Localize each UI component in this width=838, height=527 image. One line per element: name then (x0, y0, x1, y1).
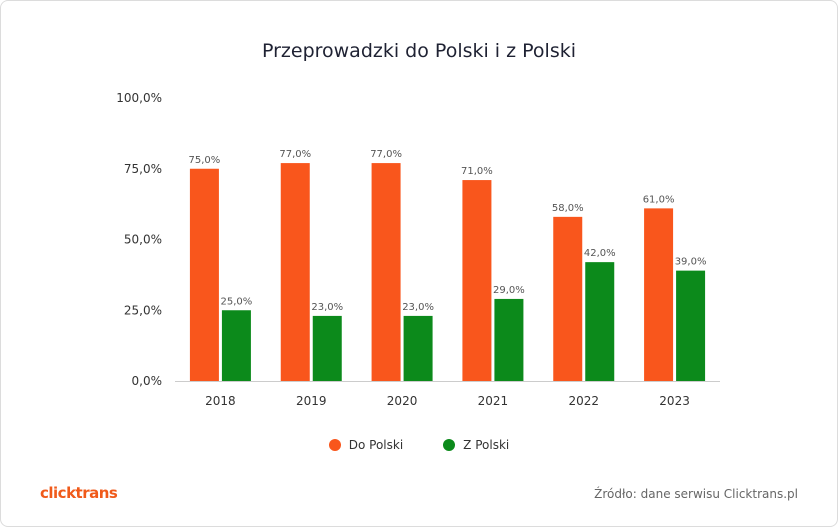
y-tick-label: 25,0% (124, 303, 162, 317)
data-label: 25,0% (221, 296, 253, 307)
bar-z-polski-2023 (676, 270, 706, 381)
legend-swatch-do-polski (328, 439, 341, 451)
bar-do-polski-2021 (462, 180, 492, 381)
bar-z-polski-2022 (585, 262, 615, 381)
bar-do-polski-2019 (280, 163, 310, 381)
x-tick-label: 2023 (659, 394, 690, 408)
data-label: 23,0% (311, 302, 343, 313)
x-tick-label: 2020 (387, 394, 418, 408)
data-label: 77,0% (370, 149, 402, 160)
x-axis: 2018 2019 2020 2021 2022 2023 (175, 381, 720, 408)
bar-z-polski-2018 (221, 310, 251, 381)
y-tick-label: 75,0% (124, 162, 162, 176)
legend-label-z-polski: Z Polski (463, 438, 510, 452)
bar-z-polski-2020 (403, 315, 433, 381)
bar-do-polski-2020 (371, 163, 401, 381)
x-tick-label: 2019 (296, 394, 327, 408)
y-tick-label: 50,0% (124, 233, 162, 247)
data-label: 23,0% (402, 302, 434, 313)
data-label: 42,0% (584, 248, 616, 259)
bar-z-polski-2019 (312, 315, 342, 381)
data-label: 71,0% (461, 166, 493, 177)
legend-label-do-polski: Do Polski (348, 438, 404, 452)
x-tick-label: 2018 (205, 394, 236, 408)
bar-do-polski-2022 (553, 216, 583, 381)
chart-title: Przeprowadzki do Polski i z Polski (261, 40, 577, 62)
bar-do-polski-2023 (644, 208, 674, 381)
y-tick-label: 100,0% (116, 91, 162, 105)
x-tick-label: 2021 (478, 394, 509, 408)
data-label: 29,0% (493, 285, 525, 296)
x-tick-label: 2022 (568, 394, 599, 408)
y-axis: 0,0% 25,0% 50,0% 75,0% 100,0% (116, 91, 162, 388)
data-label: 58,0% (552, 203, 584, 214)
legend-item-z-polski[interactable]: Z Polski (443, 438, 509, 452)
legend: Do Polski Z Polski (0, 438, 838, 452)
data-label: 75,0% (189, 155, 221, 166)
legend-swatch-z-polski (443, 439, 456, 451)
legend-item-do-polski[interactable]: Do Polski (328, 438, 404, 452)
data-label: 61,0% (643, 194, 675, 205)
source-note: Źródło: dane serwisu Clicktrans.pl (594, 487, 798, 501)
clicktrans-logo[interactable]: clicktrans (40, 484, 118, 502)
bar-do-polski-2018 (189, 168, 219, 381)
data-label: 39,0% (675, 257, 707, 268)
bars: 75,0% 25,0% 77,0% 23,0% 77,0% 23,0% 71,0% 29,0%… (189, 149, 707, 381)
data-label: 77,0% (279, 149, 311, 160)
bar-z-polski-2021 (494, 298, 524, 381)
y-tick-label: 0,0% (132, 374, 163, 388)
